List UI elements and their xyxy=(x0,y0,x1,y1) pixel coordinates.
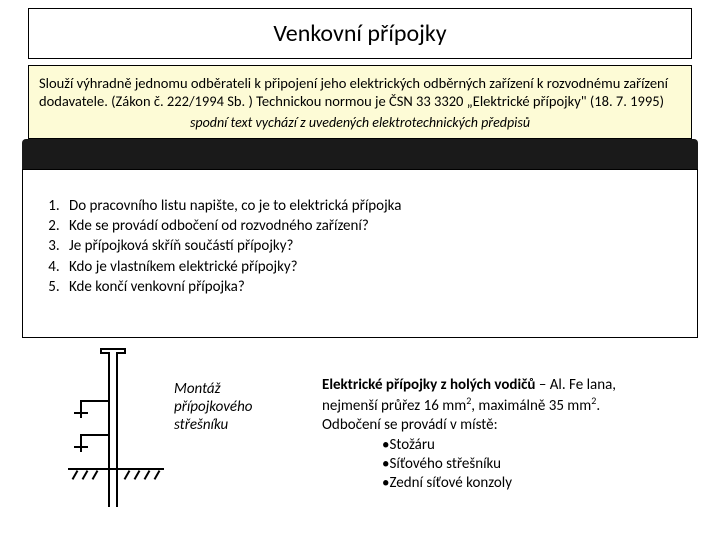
dark-header-band xyxy=(22,139,698,173)
spec-line: Odbočení se provádí v místě: xyxy=(322,416,616,435)
spec-line: nejmenší průřez 16 mm2, maximálně 35 mm2… xyxy=(322,395,616,416)
diagram-caption: Montáž přípojkového střešníku xyxy=(174,380,294,510)
list-item: Je přípojková skříň součástí přípojky? xyxy=(63,236,679,256)
bullet-item: •Zední síťové konzoly xyxy=(382,474,616,493)
question-box: Do pracovního listu napište, co je to el… xyxy=(22,169,698,338)
list-item: Do pracovního listu napište, co je to el… xyxy=(63,196,679,216)
list-item: Kde se provádí odbočení od rozvodného za… xyxy=(63,216,679,236)
definition-box: Slouží výhradně jednomu odběrateli k při… xyxy=(28,65,692,139)
definition-text: Slouží výhradně jednomu odběrateli k při… xyxy=(39,74,681,110)
caption-line: přípojkového xyxy=(174,398,294,416)
caption-line: střešníku xyxy=(174,416,294,434)
definition-subtext: spodní text vychází z uvedených elektrot… xyxy=(39,114,681,132)
spec-tail: – Al. Fe lana, xyxy=(535,376,616,394)
caption-line: Montáž xyxy=(174,380,294,398)
spec-bold: Elektrické přípojky z holých vodičů xyxy=(322,376,535,394)
question-list: Do pracovního listu napište, co je to el… xyxy=(41,196,679,297)
list-item: Kdo je vlastníkem elektrické přípojky? xyxy=(63,257,679,277)
list-item: Kde končí venkovní přípojka? xyxy=(63,277,679,297)
bullet-item: •Síťového střešníku xyxy=(382,455,616,474)
bottom-content: Montáž přípojkového střešníku Elektrické… xyxy=(0,370,720,510)
bullet-list: •Stožáru •Síťového střešníku •Zední síťo… xyxy=(322,436,616,494)
pole-diagram xyxy=(50,370,180,510)
bullet-item: •Stožáru xyxy=(382,436,616,455)
title-text: Venkovní přípojky xyxy=(273,19,446,48)
page-title: Venkovní přípojky xyxy=(28,8,692,59)
specifications-text: Elektrické přípojky z holých vodičů – Al… xyxy=(322,376,616,510)
spec-line: Elektrické přípojky z holých vodičů – Al… xyxy=(322,376,616,395)
